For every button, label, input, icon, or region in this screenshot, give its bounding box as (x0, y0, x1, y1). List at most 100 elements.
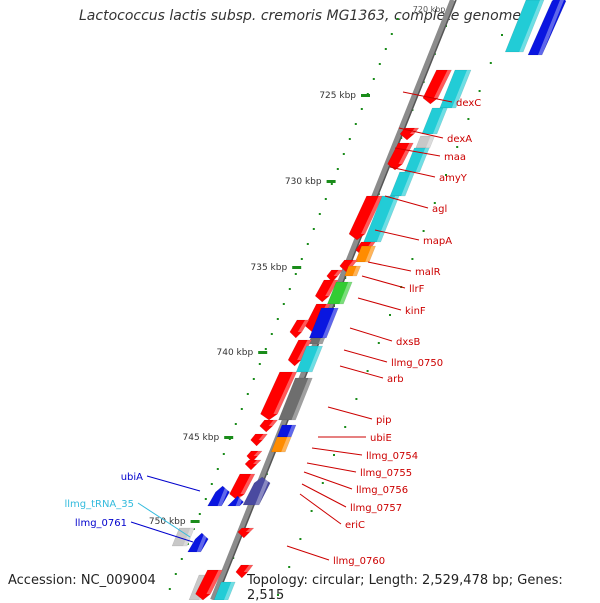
gene-label-llmg-0761[interactable]: llmg_0761 (75, 518, 127, 529)
map-title: Lactococcus lactis subsp. cremoris MG136… (79, 8, 521, 24)
gene-feature[interactable] (229, 473, 256, 501)
scale-dot (168, 588, 171, 590)
gene-label-agl[interactable]: agl (432, 204, 447, 215)
gene-feature-shade (258, 434, 268, 440)
gene-feature[interactable] (287, 339, 312, 367)
gene-label-leader (394, 147, 441, 157)
track-dot (366, 370, 369, 372)
gene-label-llmg-0754[interactable]: llmg_0754 (366, 451, 418, 462)
gene-feature[interactable] (226, 495, 244, 507)
scale-dot (336, 168, 339, 170)
gene-feature[interactable] (327, 281, 353, 305)
scale-dot (354, 123, 357, 125)
gene-feature-shade (273, 372, 297, 414)
gene-feature-shade (451, 70, 471, 108)
gene-feature[interactable] (278, 377, 313, 421)
gene-feature-shade (217, 486, 230, 506)
gene-feature[interactable] (171, 527, 195, 547)
gene-feature[interactable] (326, 269, 344, 283)
gene-label-llmg-0756[interactable]: llmg_0756 (356, 485, 408, 496)
gene-feature[interactable] (235, 564, 254, 579)
gene-feature[interactable] (363, 195, 400, 243)
gene-label-kinf[interactable]: kinF (405, 306, 426, 317)
gene-feature-shade (243, 565, 253, 572)
scale-dot (282, 303, 285, 305)
gene-feature[interactable] (314, 279, 339, 303)
gene-feature-shade (333, 270, 343, 276)
gene-feature[interactable] (195, 569, 223, 600)
gene-feature[interactable] (404, 147, 430, 173)
gene-label-leader (402, 91, 453, 103)
gene-feature[interactable] (389, 171, 416, 197)
scale-tick (224, 436, 234, 439)
gene-feature-shade (253, 460, 261, 464)
scale-dot (306, 243, 309, 245)
gene-feature[interactable] (504, 0, 545, 53)
gene-feature[interactable] (348, 195, 383, 241)
gene-feature[interactable] (415, 135, 435, 149)
track-dot (445, 174, 447, 176)
gene-feature[interactable] (308, 307, 339, 339)
scale-dot (378, 63, 381, 65)
gene-feature[interactable] (213, 581, 236, 600)
gene-feature[interactable] (246, 450, 263, 463)
gene-feature[interactable] (244, 459, 262, 471)
gene-label-dxsb[interactable]: dxsB (396, 337, 420, 348)
gene-feature[interactable] (207, 485, 230, 507)
gene-label-llmg-trna-35[interactable]: llmg_tRNA_35 (64, 499, 134, 510)
scale-dot (348, 138, 351, 140)
gene-feature[interactable] (242, 476, 271, 506)
gene-feature-shade (361, 196, 383, 234)
gene-label-mapa[interactable]: mapA (423, 236, 452, 247)
track-dot (288, 566, 291, 568)
gene-feature[interactable] (422, 69, 452, 105)
track-dot (501, 34, 503, 36)
gene-label-llmg-0757[interactable]: llmg_0757 (350, 503, 402, 514)
scale-dot (390, 33, 393, 35)
gene-label-maa[interactable]: maa (444, 152, 466, 163)
gene-label-dexc[interactable]: dexC (456, 98, 481, 109)
track-dot (310, 510, 313, 512)
gene-label-llrf[interactable]: llrF (409, 284, 425, 295)
track-dot (489, 62, 492, 64)
track-dot (456, 146, 459, 148)
gene-feature[interactable] (259, 419, 279, 433)
gene-feature[interactable] (237, 527, 255, 539)
gene-label-ubia[interactable]: ubiA (121, 472, 143, 483)
gene-label-ubie[interactable]: ubiE (370, 433, 392, 444)
gene-label-dexa[interactable]: dexA (447, 134, 472, 145)
gene-feature[interactable] (289, 319, 310, 339)
gene-feature[interactable] (260, 371, 298, 421)
gene-feature[interactable] (187, 532, 209, 553)
gene-label-eric[interactable]: eriC (345, 520, 365, 531)
scale-dot (204, 498, 207, 500)
gene-feature[interactable] (270, 436, 292, 453)
scale-dot (360, 108, 363, 110)
gene-feature-shade (365, 246, 376, 262)
gene-feature[interactable] (295, 345, 323, 373)
gene-label-malr[interactable]: malR (415, 267, 441, 278)
gene-feature[interactable] (527, 0, 567, 56)
gene-label-pip[interactable]: pip (376, 415, 391, 426)
gene-label-amyy[interactable]: amyY (439, 173, 468, 184)
scale-dot (174, 573, 177, 575)
gene-label-arb[interactable]: arb (387, 374, 404, 385)
track-dot (422, 230, 425, 232)
gene-label-llmg-0760[interactable]: llmg_0760 (333, 556, 385, 567)
gene-feature[interactable] (344, 265, 361, 277)
gene-feature-shade (255, 477, 271, 505)
gene-feature[interactable] (439, 69, 472, 109)
gene-feature-shade (538, 0, 564, 55)
scale-tick (361, 94, 370, 97)
gene-feature-shade (253, 451, 263, 456)
scale-dot (210, 483, 213, 485)
scale-dot (246, 393, 249, 395)
gene-label-llmg-0755[interactable]: llmg_0755 (360, 468, 412, 479)
gene-feature[interactable] (250, 433, 268, 447)
gene-label-llmg-0750[interactable]: llmg_0750 (391, 358, 443, 369)
gene-feature-shade (339, 282, 353, 304)
topology-text: Topology: circular; Length: 2,529,478 bp… (247, 573, 563, 603)
gene-feature-shade (297, 320, 309, 332)
gene-feature[interactable] (421, 107, 448, 135)
